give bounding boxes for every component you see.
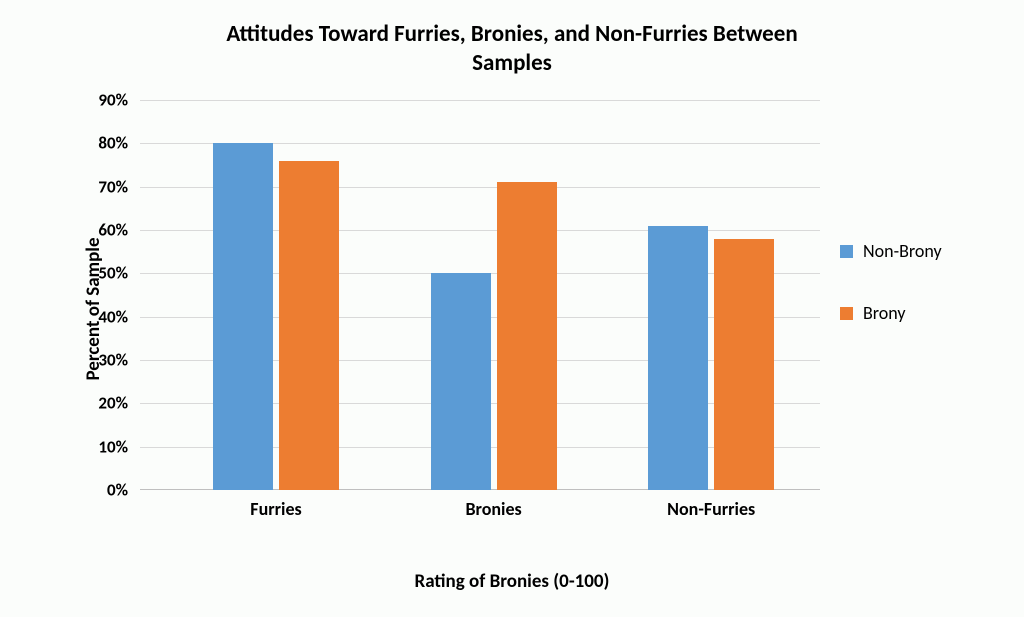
chart-container: Attitudes Toward Furries, Bronies, and N…	[0, 0, 1024, 617]
y-tick-label: 50%	[68, 263, 128, 284]
legend-swatch	[840, 307, 853, 320]
y-tick-label: 40%	[68, 306, 128, 327]
bar	[279, 161, 339, 490]
plot-area: 0%10%20%30%40%50%60%70%80%90%FurriesBron…	[140, 100, 820, 490]
legend: Non-Brony Brony	[840, 240, 1010, 364]
bar	[714, 239, 774, 490]
y-tick-label: 0%	[68, 480, 128, 501]
legend-item: Non-Brony	[840, 240, 1010, 262]
chart-title: Attitudes Toward Furries, Bronies, and N…	[0, 20, 1024, 78]
x-tick-label: Furries	[250, 498, 301, 520]
legend-label: Non-Brony	[863, 240, 942, 262]
legend-label: Brony	[863, 302, 906, 324]
bar	[213, 143, 273, 490]
y-tick-label: 60%	[68, 220, 128, 241]
y-tick-label: 90%	[68, 90, 128, 111]
y-tick-label: 70%	[68, 176, 128, 197]
y-tick-label: 10%	[68, 436, 128, 457]
legend-item: Brony	[840, 302, 1010, 324]
legend-swatch	[840, 245, 853, 258]
x-axis-label: Rating of Bronies (0-100)	[0, 570, 1024, 593]
x-tick-label: Bronies	[465, 498, 521, 520]
bar	[648, 226, 708, 490]
grid-line	[140, 100, 820, 101]
y-tick-label: 80%	[68, 133, 128, 154]
y-tick-label: 20%	[68, 393, 128, 414]
bar	[431, 273, 491, 490]
y-tick-label: 30%	[68, 350, 128, 371]
x-tick-label: Non-Furries	[667, 498, 755, 520]
bar	[497, 182, 557, 490]
